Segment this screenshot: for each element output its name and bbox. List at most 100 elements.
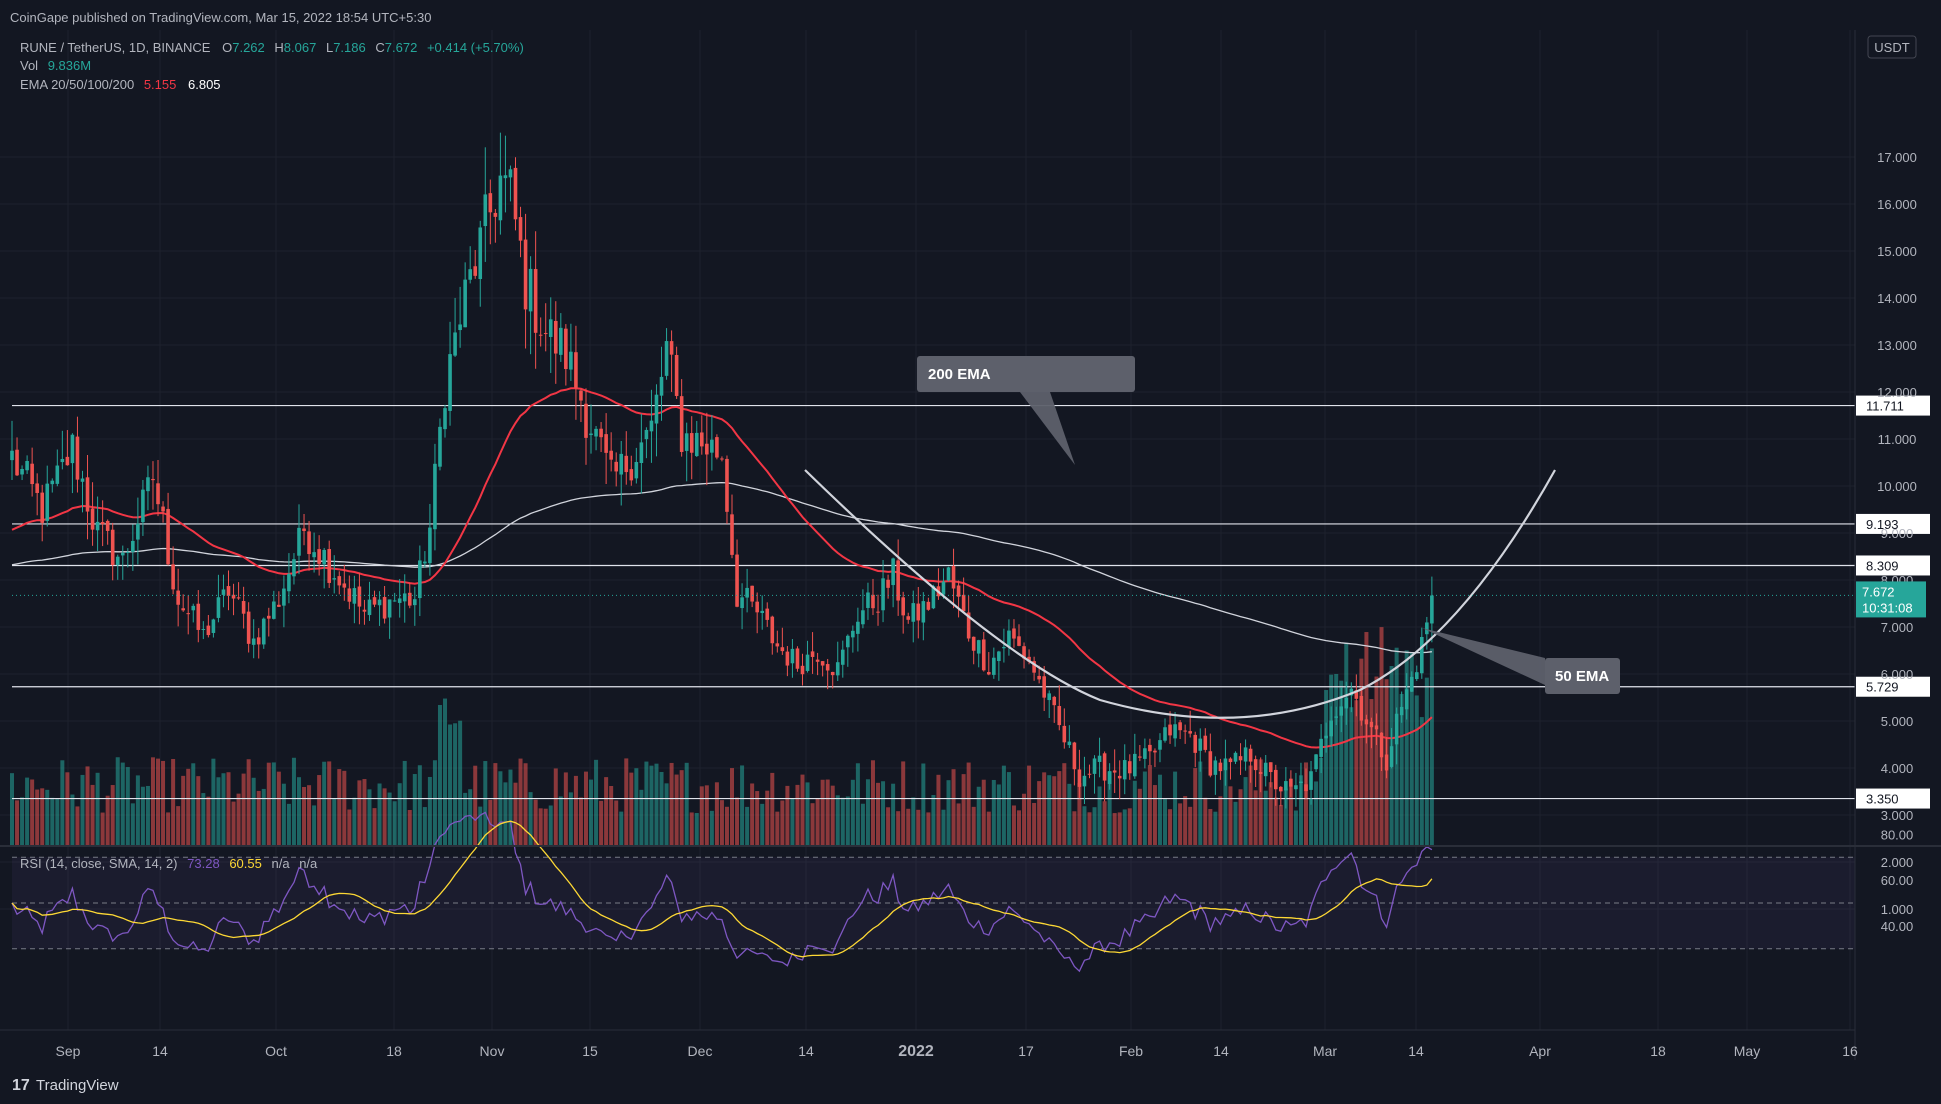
- candle: [528, 256, 533, 355]
- candle: [1107, 763, 1112, 790]
- candle: [1057, 685, 1062, 731]
- candle: [1092, 755, 1097, 794]
- level-badge-0: [1856, 395, 1930, 416]
- time-tick-12: Mar: [1313, 1043, 1337, 1059]
- candle: [508, 165, 513, 202]
- candle: [433, 443, 437, 551]
- price-tick-11: 12.000: [1877, 385, 1917, 400]
- candle: [986, 652, 991, 676]
- candle: [1329, 706, 1333, 748]
- candle: [1173, 712, 1177, 747]
- rsi-axis: 40.00 60.00 80.00: [1881, 827, 1914, 934]
- candle: [1228, 757, 1233, 780]
- candle: [1012, 619, 1016, 648]
- candle: [1354, 674, 1359, 717]
- candle: [881, 560, 885, 623]
- candle: [156, 460, 160, 517]
- candle: [901, 591, 905, 634]
- candle: [780, 627, 785, 655]
- candle: [1102, 751, 1107, 802]
- candle: [866, 582, 870, 620]
- candle: [805, 640, 810, 673]
- price-tick-3: 4.000: [1881, 761, 1914, 776]
- candle: [50, 478, 55, 493]
- candle: [428, 503, 432, 576]
- candle: [10, 420, 14, 481]
- candle: [65, 430, 70, 466]
- candle: [161, 501, 165, 523]
- candle: [609, 432, 613, 472]
- candle: [1394, 707, 1399, 765]
- candle: [1062, 708, 1067, 749]
- candle: [1198, 728, 1203, 772]
- candle: [413, 586, 417, 626]
- candle: [745, 568, 749, 613]
- candle: [90, 482, 95, 546]
- candle: [533, 231, 538, 369]
- candle: [599, 422, 603, 453]
- candle: [236, 582, 241, 600]
- time-tick-4: Nov: [480, 1043, 505, 1059]
- candle: [639, 413, 644, 494]
- candle: [1178, 720, 1182, 740]
- candle: [392, 592, 397, 602]
- candle: [569, 323, 573, 381]
- svg-text:17: 17: [12, 1077, 30, 1094]
- currency-label: USDT: [1874, 40, 1909, 55]
- candle: [1379, 732, 1384, 771]
- candle: [443, 404, 447, 438]
- candle: [775, 630, 780, 653]
- candle: [876, 594, 880, 626]
- candle: [1414, 665, 1419, 681]
- candle: [1148, 738, 1152, 766]
- currency-badge[interactable]: [1867, 35, 1917, 59]
- candle: [120, 545, 125, 580]
- candle: [488, 179, 493, 245]
- candle: [332, 555, 337, 594]
- candle: [473, 249, 478, 279]
- candle: [1158, 733, 1162, 763]
- candle: [1238, 743, 1243, 775]
- candle: [1243, 739, 1248, 771]
- ema-50-value: 5.155: [144, 77, 177, 92]
- time-tick-13: 14: [1408, 1043, 1424, 1059]
- price-tick-15: 16.000: [1877, 197, 1917, 212]
- candle: [800, 653, 805, 686]
- candle: [981, 631, 986, 672]
- time-tick-14: Apr: [1529, 1043, 1551, 1059]
- candle: [574, 325, 578, 420]
- candle: [1017, 624, 1021, 647]
- candle: [110, 522, 115, 581]
- price-tick-10: 11.000: [1878, 432, 1917, 447]
- candle: [483, 147, 488, 262]
- candle: [282, 575, 286, 628]
- candle: [1253, 755, 1258, 788]
- candle: [846, 634, 850, 667]
- candle: [402, 574, 407, 623]
- price-tick-4: 5.000: [1881, 714, 1914, 729]
- callout-50-ema: 50 EMA: [1422, 628, 1620, 694]
- candle: [70, 433, 75, 494]
- candle: [80, 470, 85, 513]
- candle: [1324, 722, 1328, 753]
- ohlc-h-label: H: [274, 40, 283, 55]
- published-caption: CoinGape published on TradingView.com, M…: [10, 10, 431, 25]
- candle: [740, 583, 744, 630]
- candle: [1334, 706, 1339, 726]
- candle: [362, 599, 367, 625]
- price-tick-12: 13.000: [1877, 338, 1917, 353]
- candle: [1032, 656, 1036, 681]
- candle: [1299, 762, 1303, 799]
- ema-200-line: [11, 481, 1432, 654]
- candle: [1314, 753, 1318, 773]
- candle: [317, 535, 321, 576]
- candle: [997, 650, 1001, 681]
- candlesticks: [10, 132, 1434, 809]
- candle: [851, 625, 855, 653]
- callout-50-ema-label: 50 EMA: [1555, 668, 1609, 685]
- candle: [216, 574, 221, 623]
- candle: [1374, 713, 1379, 746]
- candle: [1052, 695, 1057, 723]
- candle: [136, 497, 140, 565]
